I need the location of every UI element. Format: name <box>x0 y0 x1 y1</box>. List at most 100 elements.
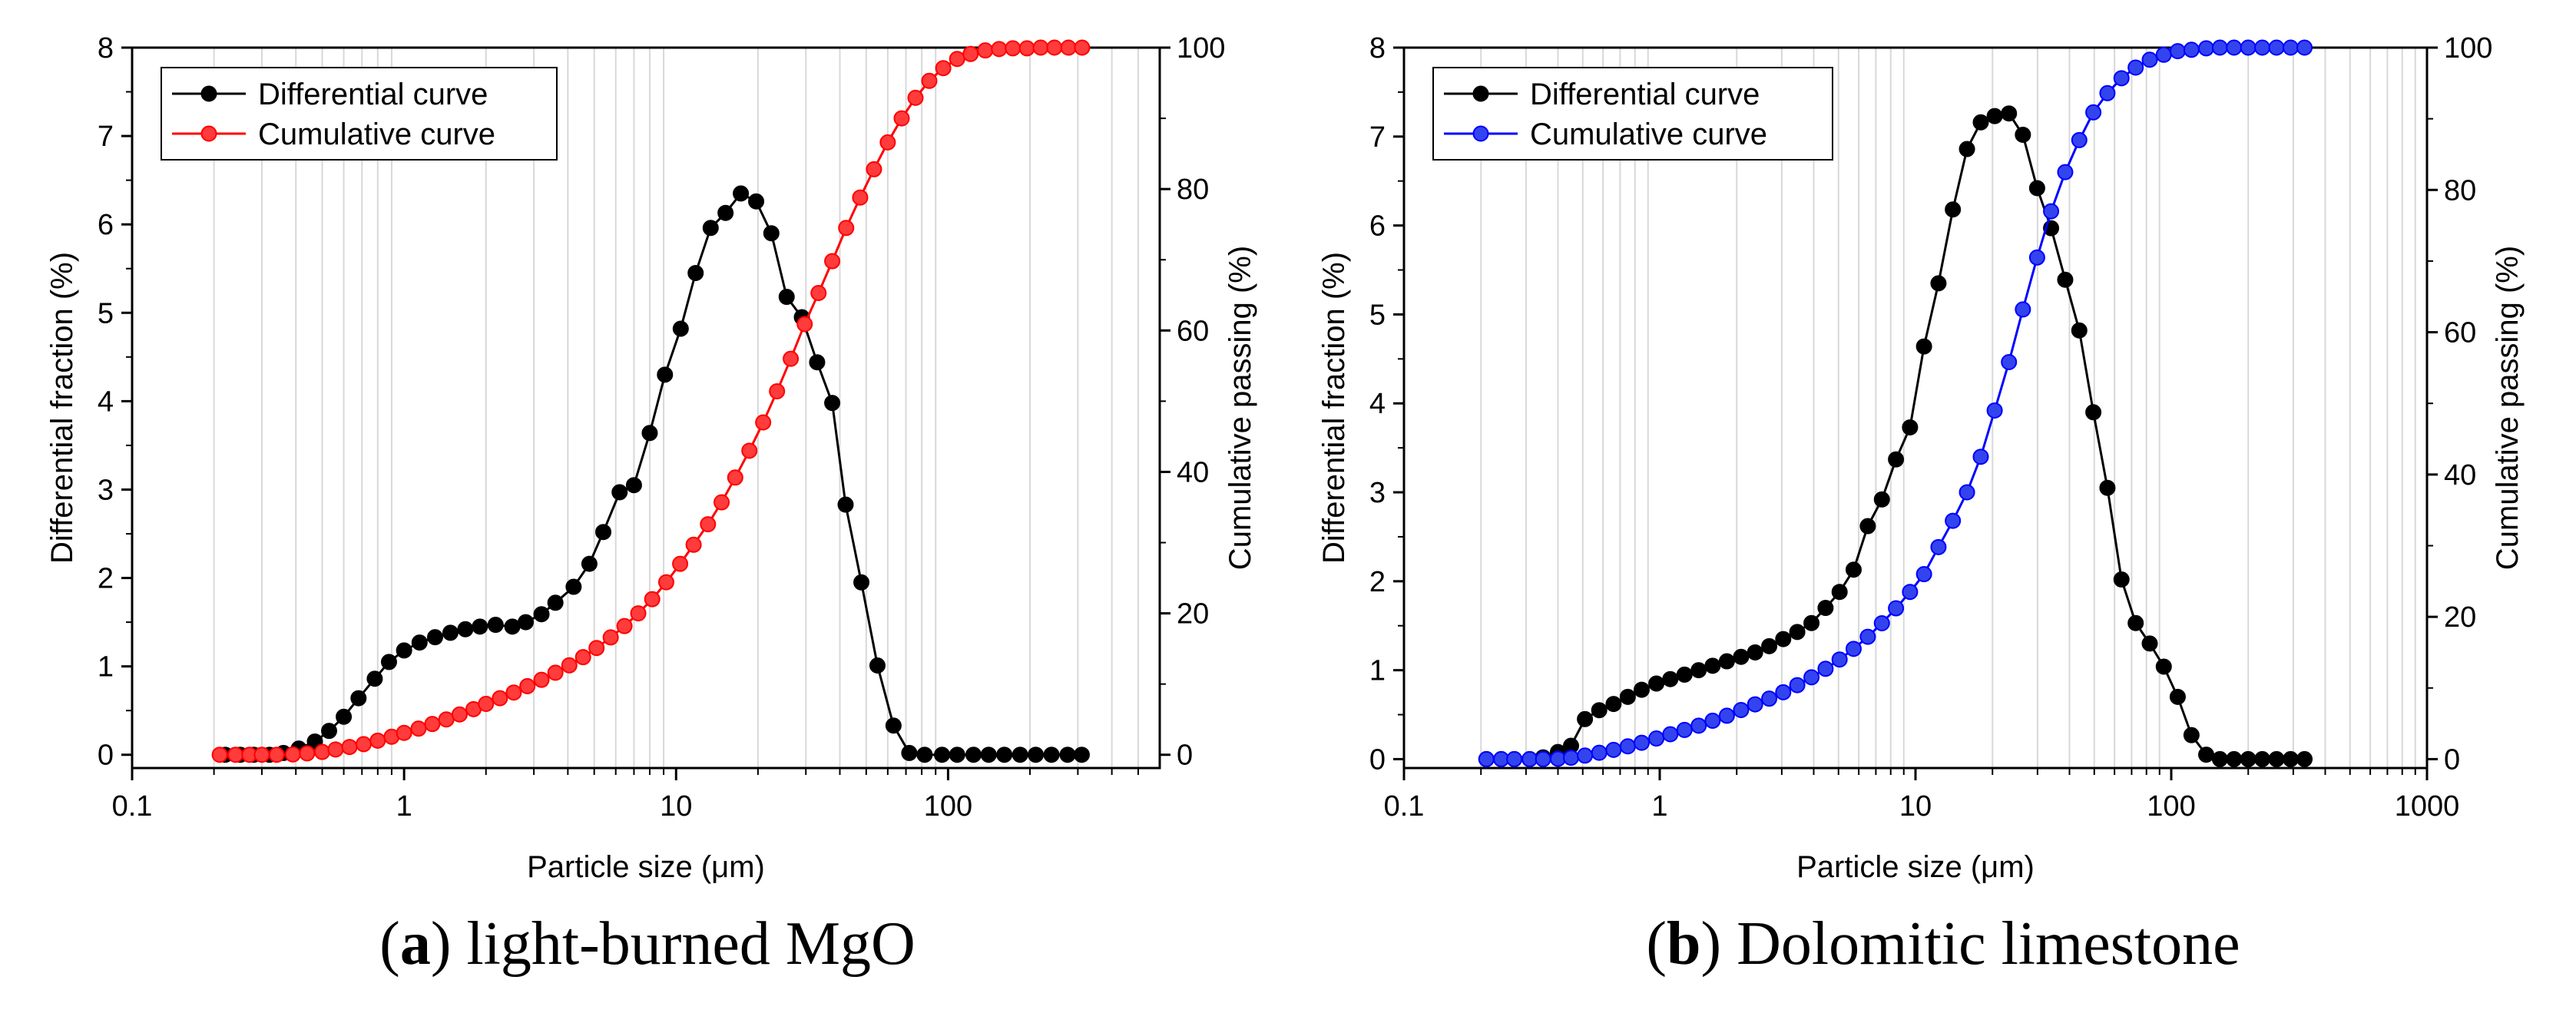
p0-data-point <box>517 614 534 631</box>
p0-y-right-axis-label: Cumulative passing (%) <box>1223 246 1257 570</box>
p1-data-point <box>1577 710 1594 727</box>
p0-data-point <box>717 204 734 221</box>
p1-data-point <box>2043 203 2060 220</box>
p0-data-point <box>426 629 443 646</box>
p1-legend-label: Differential curve <box>1530 78 1760 111</box>
p0-data-point <box>921 72 938 89</box>
p1-data-point <box>2057 164 2074 180</box>
p1-data-point <box>1633 734 1650 751</box>
p1-data-point <box>1859 628 1876 645</box>
p0-data-point <box>741 442 758 459</box>
p0-data-point <box>672 555 689 572</box>
p1-data-point <box>1873 491 1890 508</box>
p1-data-point <box>2198 40 2215 57</box>
p0-data-point <box>505 684 522 701</box>
p1-x-tick-label: 1 <box>1651 790 1667 823</box>
p0-data-point <box>519 677 536 694</box>
p0-data-point <box>996 747 1013 763</box>
p0-data-point <box>853 574 870 591</box>
p1-data-point <box>1718 707 1735 724</box>
p1-legend-box <box>1432 67 1833 161</box>
p1-data-point <box>1761 637 1778 654</box>
p1-data-point <box>2099 479 2116 496</box>
p0-data-point <box>714 494 730 511</box>
p0-data-point <box>1032 39 1049 56</box>
p1-data-point <box>1915 338 1932 355</box>
p1-data-point <box>1633 681 1650 698</box>
p0-data-point <box>837 496 854 513</box>
p0-y-right-tick-label: 100 <box>1177 32 1225 65</box>
p1-data-point <box>2028 180 2045 197</box>
p1-data-point <box>1704 712 1721 729</box>
p0-data-point <box>268 747 285 763</box>
p0-y-right-tick-label: 40 <box>1177 456 1209 488</box>
p1-data-point <box>1789 624 1806 641</box>
p0-y-left-tick-label: 4 <box>98 386 114 418</box>
p1-data-point <box>2155 46 2172 63</box>
p1-data-point <box>1915 566 1932 583</box>
p1-legend-label: Cumulative curve <box>1530 118 1767 151</box>
p0-data-point <box>547 664 564 681</box>
p1-data-point <box>1535 750 1551 767</box>
p0-x-tick-label: 100 <box>924 790 972 823</box>
p0-data-point <box>977 42 994 59</box>
p0-data-point <box>748 193 765 210</box>
p1-data-point <box>1902 584 1919 601</box>
p1-data-point <box>1718 653 1735 670</box>
p0-data-point <box>253 747 270 763</box>
p0-data-point <box>1059 747 1076 763</box>
p0-y-left-tick-label: 6 <box>98 209 114 241</box>
p1-y-right-tick-label: 0 <box>2444 743 2460 776</box>
p0-data-point <box>442 624 459 641</box>
p1-data-point <box>1859 518 1876 535</box>
p0-data-point <box>755 414 772 431</box>
p1-data-point <box>2169 688 2186 705</box>
p0-data-point <box>625 477 642 494</box>
p1-data-point <box>1704 657 1721 674</box>
p1-data-point <box>2226 750 2243 767</box>
p1-data-point <box>2001 105 2018 122</box>
p0-grid <box>213 48 1139 768</box>
p0-data-point <box>561 657 578 674</box>
p0-data-point <box>1018 40 1035 57</box>
p0-data-point <box>492 690 508 707</box>
p0-series-cumulative <box>211 39 1091 763</box>
p0-y-left-tick-label: 7 <box>98 121 114 153</box>
p1-data-point <box>1817 661 1834 677</box>
p1-data-point <box>2071 322 2088 339</box>
p1-y-left-axis-label: Differential fraction (%) <box>1317 252 1351 564</box>
p1-grid <box>1480 48 2416 768</box>
p0-data-point <box>547 594 564 611</box>
p1-data-point <box>1831 651 1848 668</box>
p0-data-point <box>824 253 841 270</box>
p1-y-left-tick-label: 3 <box>1369 477 1386 509</box>
p1-data-point <box>1845 561 1862 578</box>
p0-data-point <box>588 640 605 657</box>
p1-data-point <box>1521 750 1538 767</box>
p0-data-point <box>733 185 750 202</box>
p1-data-point <box>1888 451 1905 468</box>
p1-y-right-tick-label: 40 <box>2444 459 2476 492</box>
p1-data-point <box>1761 690 1778 707</box>
p0-data-point <box>1046 39 1063 56</box>
p1-data-point <box>1605 696 1622 713</box>
p1-data-point <box>1662 670 1679 687</box>
p0-data-point <box>533 606 550 623</box>
p1-y-left-tick-label: 0 <box>1369 743 1386 776</box>
p0-data-point <box>1012 747 1028 763</box>
p1-data-point <box>2127 614 2144 631</box>
p0-data-point <box>965 747 982 763</box>
p1-data-point <box>1958 484 1975 501</box>
p0-data-point <box>451 706 468 723</box>
p0-data-point <box>336 708 353 725</box>
p0-data-point <box>901 744 918 761</box>
p0-x-axis-label: Particle size (μm) <box>527 850 765 884</box>
p1-data-point <box>2015 301 2031 318</box>
p1-legend: Differential curve Cumulative curve <box>1432 67 1833 161</box>
p1-data-point <box>2001 353 2018 370</box>
p0-data-point <box>565 578 582 595</box>
p0-data-point <box>630 605 647 622</box>
p1-data-point <box>1789 677 1806 694</box>
p0-data-point <box>396 642 412 659</box>
